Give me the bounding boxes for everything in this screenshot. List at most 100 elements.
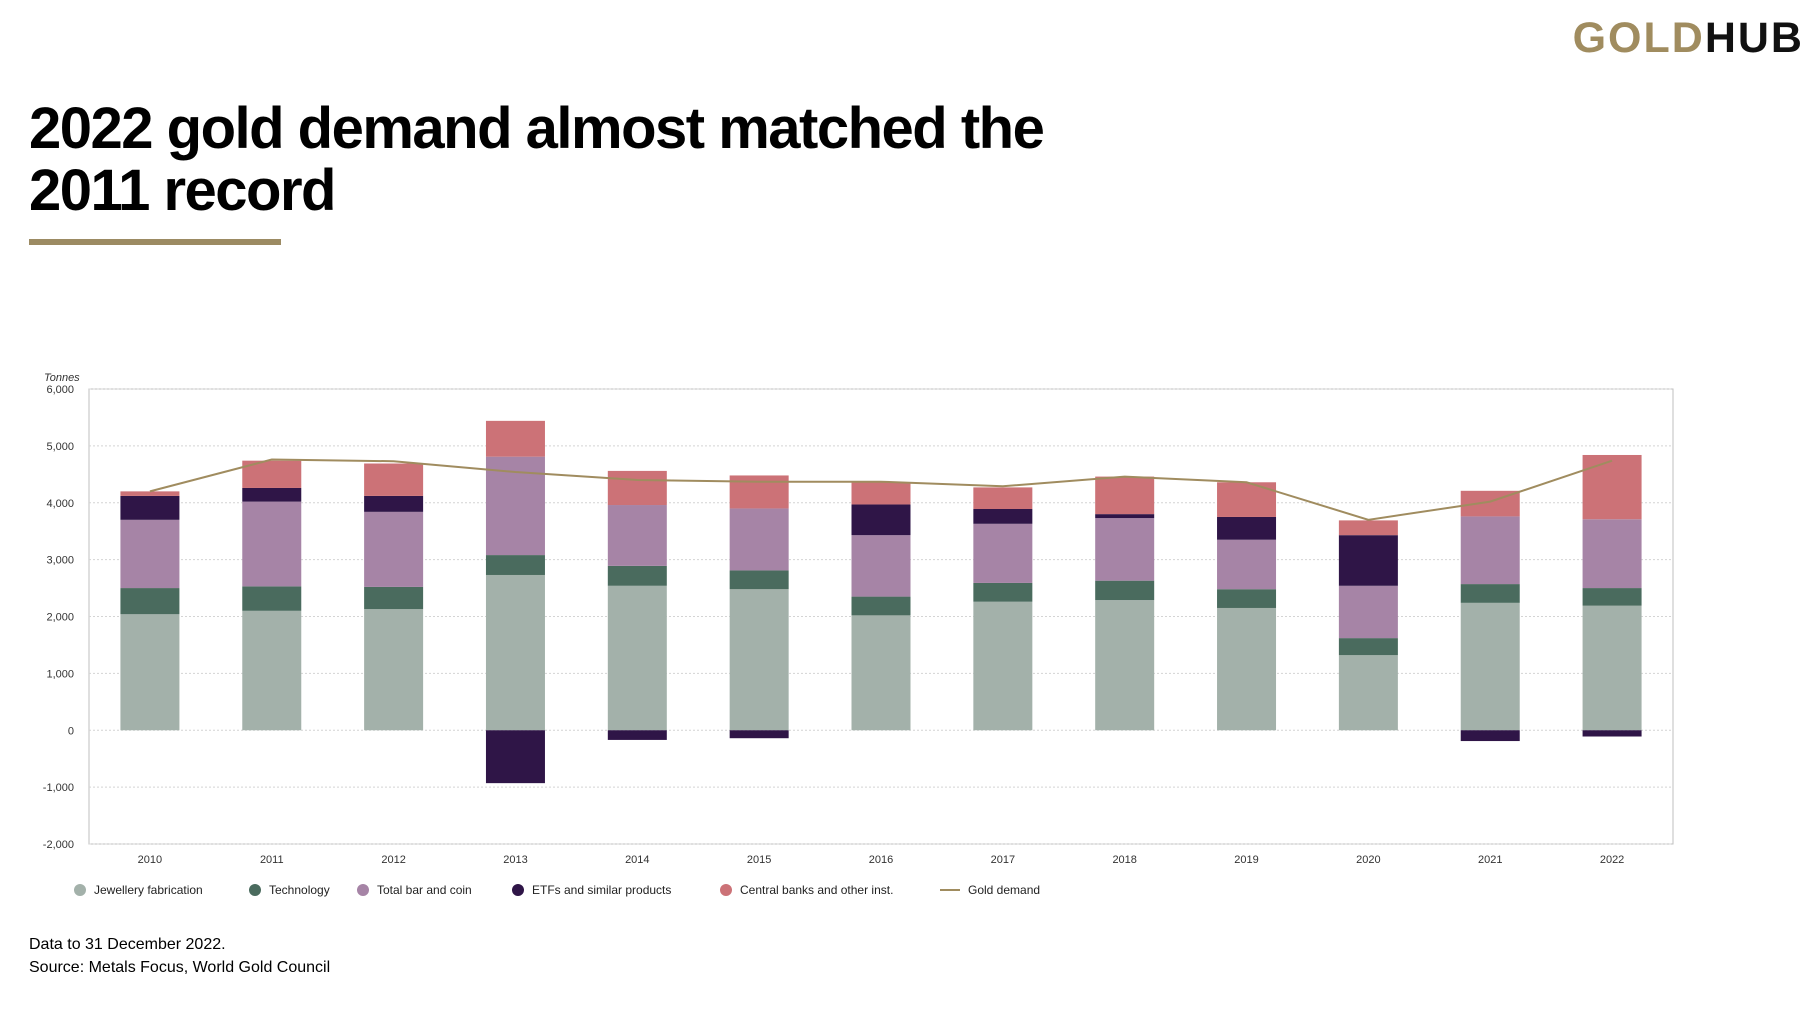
bar-segment: [1217, 607, 1277, 731]
bar-segment: [973, 509, 1033, 524]
bar-segment: [851, 482, 911, 505]
bar-segment: [1460, 602, 1520, 731]
bar-segment: [607, 505, 667, 566]
bar-segment: [242, 501, 302, 587]
y-tick-label: 3,000: [46, 555, 74, 567]
bar-segment: [851, 504, 911, 536]
x-tick-label: 2010: [138, 854, 162, 866]
y-tick-label: 2,000: [46, 612, 74, 624]
bar-segment: [364, 495, 424, 512]
bar-segment: [485, 730, 545, 784]
bar-segment: [851, 535, 911, 597]
bar-segment: [729, 570, 789, 590]
bar-segment: [1582, 454, 1642, 520]
bar-segment: [973, 582, 1033, 602]
legend-label: ETFs and similar products: [532, 883, 672, 897]
bar-segment: [1217, 539, 1277, 590]
legend-swatch: [357, 884, 369, 896]
bar-segment: [1338, 535, 1398, 586]
x-tick-label: 2021: [1478, 854, 1502, 866]
source-note: Source: Metals Focus, World Gold Council: [29, 959, 331, 976]
logo-hub-text: HUB: [1704, 14, 1804, 62]
bar-segment: [607, 470, 667, 506]
data-note: Data to 31 December 2022.: [29, 936, 226, 953]
y-tick-label: 5,000: [46, 441, 74, 453]
x-tick-label: 2019: [1234, 854, 1258, 866]
bar-segment: [485, 555, 545, 575]
legend-item: Technology: [249, 883, 330, 897]
bar-segment: [120, 588, 180, 615]
x-tick-label: 2020: [1356, 854, 1380, 866]
bar-segment: [1338, 655, 1398, 731]
bar-segment: [1217, 482, 1277, 517]
y-tick-label: 4,000: [46, 498, 74, 510]
bar-segment: [607, 730, 667, 740]
bar-segment: [1095, 600, 1155, 731]
bar-segment: [973, 487, 1033, 510]
legend-item: Jewellery fabrication: [74, 883, 203, 897]
x-tick-label: 2014: [625, 854, 649, 866]
bar-segment: [120, 519, 180, 589]
bar-segment: [242, 487, 302, 502]
legend-line-swatch: [940, 889, 960, 891]
bar-segment: [1460, 584, 1520, 603]
bar-segment: [364, 609, 424, 731]
x-tick-label: 2018: [1112, 854, 1136, 866]
bar-segment: [607, 585, 667, 731]
bar-segment: [1095, 518, 1155, 581]
x-tick-label: 2011: [260, 854, 284, 866]
legend-label: Technology: [269, 883, 330, 897]
x-tick-label: 2015: [747, 854, 771, 866]
bar-segment: [1338, 520, 1398, 536]
x-tick-label: 2016: [869, 854, 893, 866]
bar-segment: [729, 475, 789, 509]
goldhub-logo[interactable]: GOLDHUB: [1573, 14, 1804, 63]
gold-demand-chart: 6,000 5,000 4,000 3,000 2,000 1,000 0 -1,000 -2,…: [0, 360, 1814, 885]
title-underline: [29, 239, 281, 245]
y-tick-label: -1,000: [43, 782, 74, 794]
bar-segment: [729, 589, 789, 731]
x-tick-label: 2017: [991, 854, 1015, 866]
bar-segment: [1460, 730, 1520, 742]
bar-segment: [1582, 605, 1642, 731]
bar-segment: [364, 463, 424, 496]
bar-segment: [1095, 514, 1155, 519]
legend-item: Gold demand: [940, 883, 1040, 897]
bar-segment: [851, 596, 911, 616]
logo-gold-text: GOLD: [1572, 14, 1705, 62]
legend-swatch: [512, 884, 524, 896]
gold-demand-line: [149, 458, 1613, 521]
x-tick-label: 2012: [381, 854, 405, 866]
page-title: 2022 gold demand almost matched the 2011…: [29, 96, 1045, 223]
legend-item: Central banks and other inst.: [720, 883, 893, 897]
bar-segment: [607, 565, 667, 586]
legend-swatch: [249, 884, 261, 896]
y-axis-title: Tonnes: [44, 372, 80, 384]
bar-segment: [485, 574, 545, 731]
bar-segment: [851, 615, 911, 731]
y-tick-label: 1,000: [46, 668, 74, 680]
legend-label: Jewellery fabrication: [94, 883, 203, 897]
chart-svg: 6,000 5,000 4,000 3,000 2,000 1,000 0 -1,000 -2,…: [43, 372, 1674, 866]
x-tick-label: 2013: [503, 854, 527, 866]
bar-segment: [120, 614, 180, 731]
bar-segment: [1095, 476, 1155, 515]
legend-label: Central banks and other inst.: [740, 883, 894, 897]
bar-segment: [1460, 516, 1520, 585]
legend-item: Total bar and coin: [357, 883, 472, 897]
bar-segment: [973, 523, 1033, 583]
legend-swatch: [74, 884, 86, 896]
bar-segment: [1217, 589, 1277, 608]
legend-swatch: [720, 884, 732, 896]
bar-segment: [242, 586, 302, 611]
y-tick-label: -2,000: [43, 839, 74, 851]
x-tick-label: 2022: [1600, 854, 1624, 866]
bar-segment: [1582, 730, 1642, 737]
bar-segment: [242, 610, 302, 731]
bar-segment: [1095, 580, 1155, 601]
bar-segment: [485, 420, 545, 457]
bar-segment: [364, 511, 424, 587]
bar-segment: [973, 601, 1033, 731]
bar-segment: [1338, 585, 1398, 639]
bar-segment: [729, 508, 789, 571]
